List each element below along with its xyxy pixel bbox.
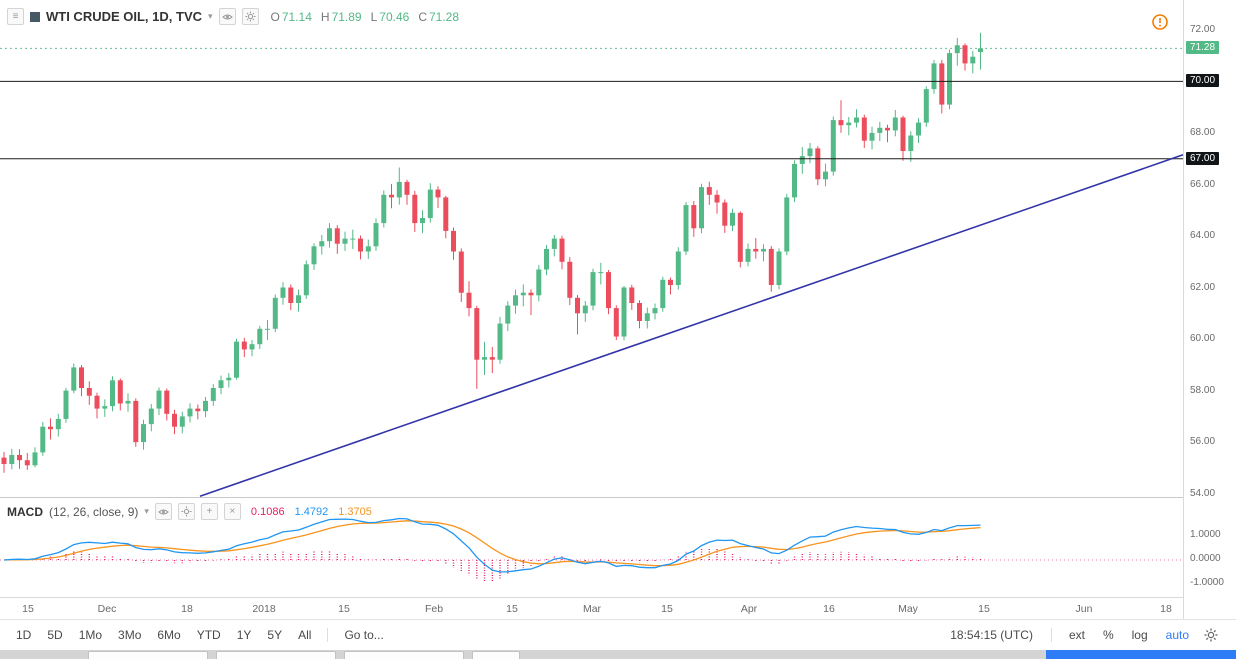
macd-pane[interactable]: MACD (12, 26, close, 9) ▾ + × 0.1086 1.4… (0, 497, 1183, 597)
high-value: 71.89 (331, 9, 362, 24)
bottom-toolbar: 1D 5D 1Mo 3Mo 6Mo YTD 1Y 5Y All Go to... 18:54:1… (0, 619, 1236, 650)
bottom-strip-segment (88, 651, 208, 659)
macd-axis-tick: 0.0000 (1190, 553, 1221, 564)
symbol-title[interactable]: WTI CRUDE OIL, 1D, TVC (46, 9, 202, 24)
open-label: O (270, 9, 280, 24)
range-button-6mo[interactable]: 6Mo (157, 628, 181, 642)
last-price-label: 71.28 (1186, 41, 1220, 55)
price-pane[interactable]: ≡ WTI CRUDE OIL, 1D, TVC ▾ O 71.14 H 71.89… (0, 0, 1183, 497)
macd-signal-curve (3, 520, 981, 567)
price-line-label: 67.00 (1186, 151, 1220, 165)
price-tick: 54.00 (1190, 487, 1216, 499)
price-tick: 56.00 (1190, 436, 1216, 448)
macd-params: (12, 26, close, 9) (49, 504, 139, 519)
low-label: L (370, 9, 378, 24)
goto-button[interactable]: Go to... (344, 628, 384, 642)
bottom-strip-blue-bar (1046, 650, 1236, 659)
close-label: C (418, 9, 427, 24)
low-value: 70.46 (379, 9, 410, 24)
candlestick-chart-svg[interactable] (0, 0, 1183, 497)
macd-line-value: 1.4792 (294, 505, 329, 518)
price-axis[interactable]: 72.00 68.00 66.00 64.00 62.00 60.00 58.00 56.00… (1183, 0, 1236, 619)
close-value: 71.28 (429, 9, 460, 24)
open-value: 71.14 (281, 9, 312, 24)
range-buttons: 1D 5D 1Mo 3Mo 6Mo YTD 1Y 5Y All (8, 625, 319, 645)
time-tick: 15 (338, 603, 350, 615)
bottom-strip-segment (216, 651, 336, 659)
range-button-1mo[interactable]: 1Mo (78, 628, 103, 642)
range-button-all[interactable]: All (298, 628, 312, 642)
axis-options: ext% log auto (1060, 625, 1198, 645)
clock[interactable]: 18:54:15 (UTC) (950, 628, 1033, 642)
macd-chart-svg[interactable] (0, 498, 1183, 597)
time-tick: May (898, 603, 918, 615)
price-line-label: 70.00 (1186, 74, 1220, 88)
bottom-strip-segment (344, 651, 464, 659)
eye-icon[interactable] (218, 8, 236, 25)
price-tick: 68.00 (1190, 126, 1216, 138)
macd-hist-value: 0.1086 (250, 505, 285, 518)
toolbar-divider (327, 628, 329, 642)
time-tick: 15 (506, 603, 518, 615)
close-icon[interactable]: × (223, 503, 241, 520)
macd-curve (3, 517, 981, 573)
time-tick: Feb (424, 603, 444, 615)
range-button-ytd[interactable]: YTD (196, 628, 221, 642)
time-tick: Mar (582, 603, 602, 615)
price-tick: 60.00 (1190, 333, 1216, 345)
settings-gear-icon[interactable] (1198, 628, 1228, 642)
menu-icon[interactable]: ≡ (7, 8, 24, 25)
gear-icon[interactable] (177, 503, 195, 520)
time-tick: 15 (22, 603, 34, 615)
chevron-down-icon[interactable]: ▾ (208, 11, 213, 21)
macd-legend: MACD (12, 26, close, 9) ▾ + × 0.1086 1.4… (7, 503, 372, 520)
bottom-strip (0, 650, 1236, 659)
time-tick: 15 (978, 603, 990, 615)
option-log[interactable]: log (1131, 628, 1148, 642)
time-tick: 18 (181, 603, 193, 615)
range-button-3mo[interactable]: 3Mo (118, 628, 142, 642)
time-tick: 18 (1160, 603, 1172, 615)
price-tick: 64.00 (1190, 230, 1216, 241)
alert-icon[interactable] (1150, 12, 1170, 32)
gear-icon[interactable] (241, 8, 259, 25)
option-ext[interactable]: ext (1068, 628, 1085, 642)
macd-axis-tick: 1.0000 (1190, 529, 1221, 541)
ohlc-values: O 71.14 H 71.89 L 70.46 C 71.28 (271, 10, 460, 24)
option-auto[interactable]: auto (1165, 628, 1189, 642)
range-button-5d[interactable]: 5D (47, 628, 63, 642)
time-tick: 16 (823, 603, 835, 615)
trendline (199, 154, 1183, 497)
series-icon (30, 11, 40, 22)
option-percent[interactable]: % (1102, 628, 1114, 642)
time-tick: Apr (740, 603, 758, 615)
price-tick: 66.00 (1190, 178, 1216, 190)
time-tick: 2018 (252, 603, 276, 615)
high-label: H (320, 9, 330, 24)
macd-axis-tick: -1.0000 (1190, 576, 1224, 588)
price-tick: 58.00 (1190, 384, 1216, 396)
price-tick: 62.00 (1190, 281, 1216, 293)
range-button-1d[interactable]: 1D (16, 628, 32, 642)
time-tick: Dec (97, 603, 117, 615)
eye-icon[interactable] (154, 503, 172, 520)
time-tick: Jun (1075, 603, 1093, 615)
symbol-legend: ≡ WTI CRUDE OIL, 1D, TVC ▾ O 71.14 H 71.89… (7, 8, 459, 25)
macd-title[interactable]: MACD (7, 504, 43, 519)
time-tick: 15 (661, 603, 673, 615)
time-axis[interactable]: 15 Dec 18 2018 15 Feb 15 Mar 15 Apr 16 May 15 Jun 18 (0, 597, 1183, 619)
plus-icon[interactable]: + (200, 503, 218, 520)
macd-signal-value: 1.3705 (338, 505, 372, 518)
toolbar-divider (1050, 628, 1052, 642)
price-tick: 72.00 (1190, 23, 1216, 35)
range-button-1y[interactable]: 1Y (236, 628, 252, 642)
range-button-5y[interactable]: 5Y (267, 628, 283, 642)
bottom-strip-segment (472, 651, 520, 659)
chevron-down-icon[interactable]: ▾ (144, 506, 149, 516)
